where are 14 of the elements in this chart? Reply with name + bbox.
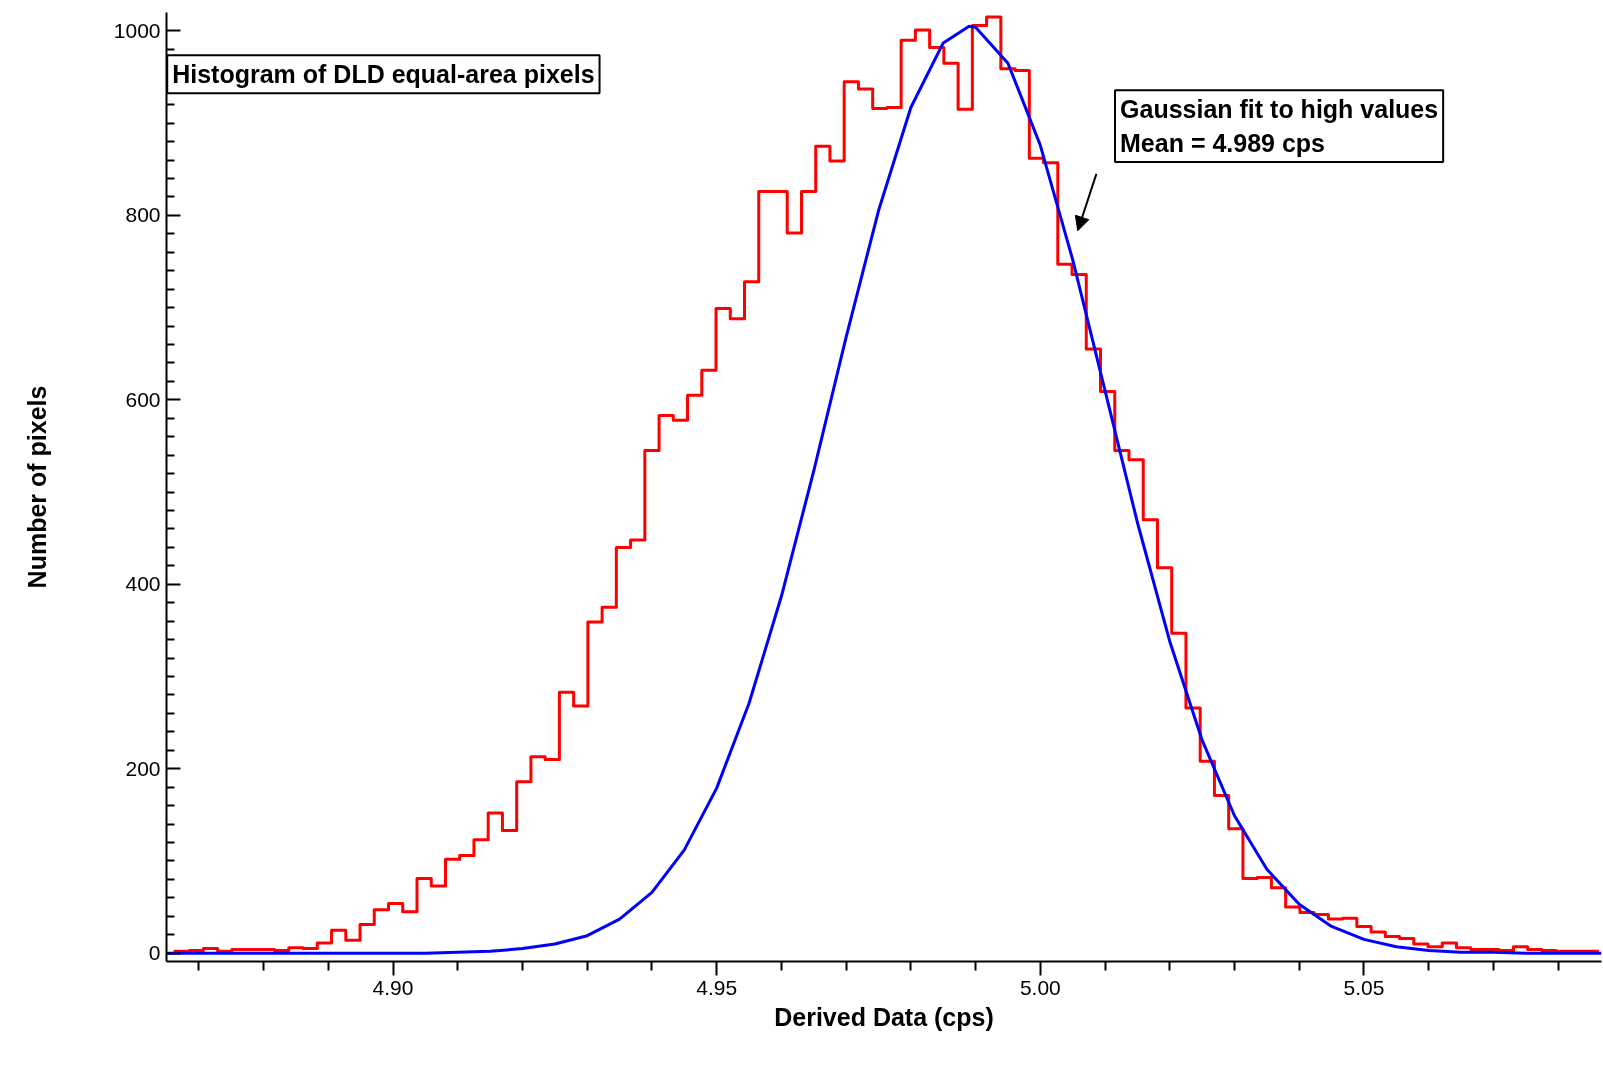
x-tick-label: 4.95 bbox=[696, 975, 738, 999]
x-axis-title: Derived Data (cps) bbox=[774, 1002, 994, 1031]
annotation: Histogram of DLD equal-area pixels bbox=[172, 60, 595, 89]
y-tick-label: 200 bbox=[125, 756, 161, 780]
y-tick-label: 800 bbox=[125, 203, 161, 227]
x-tick-label: 4.90 bbox=[372, 975, 414, 999]
y-tick-label: 1000 bbox=[113, 18, 161, 42]
x-tick-label: 5.00 bbox=[1019, 975, 1061, 999]
y-axis-title: Number of pixels bbox=[22, 385, 51, 589]
x-tick-label: 5.05 bbox=[1343, 975, 1385, 999]
annotation: Gaussian fit to high values Mean = 4.989 cps bbox=[1120, 95, 1439, 157]
y-tick-label: 0 bbox=[148, 941, 161, 965]
y-tick-label: 600 bbox=[125, 387, 161, 411]
y-tick-label: 400 bbox=[125, 572, 161, 596]
